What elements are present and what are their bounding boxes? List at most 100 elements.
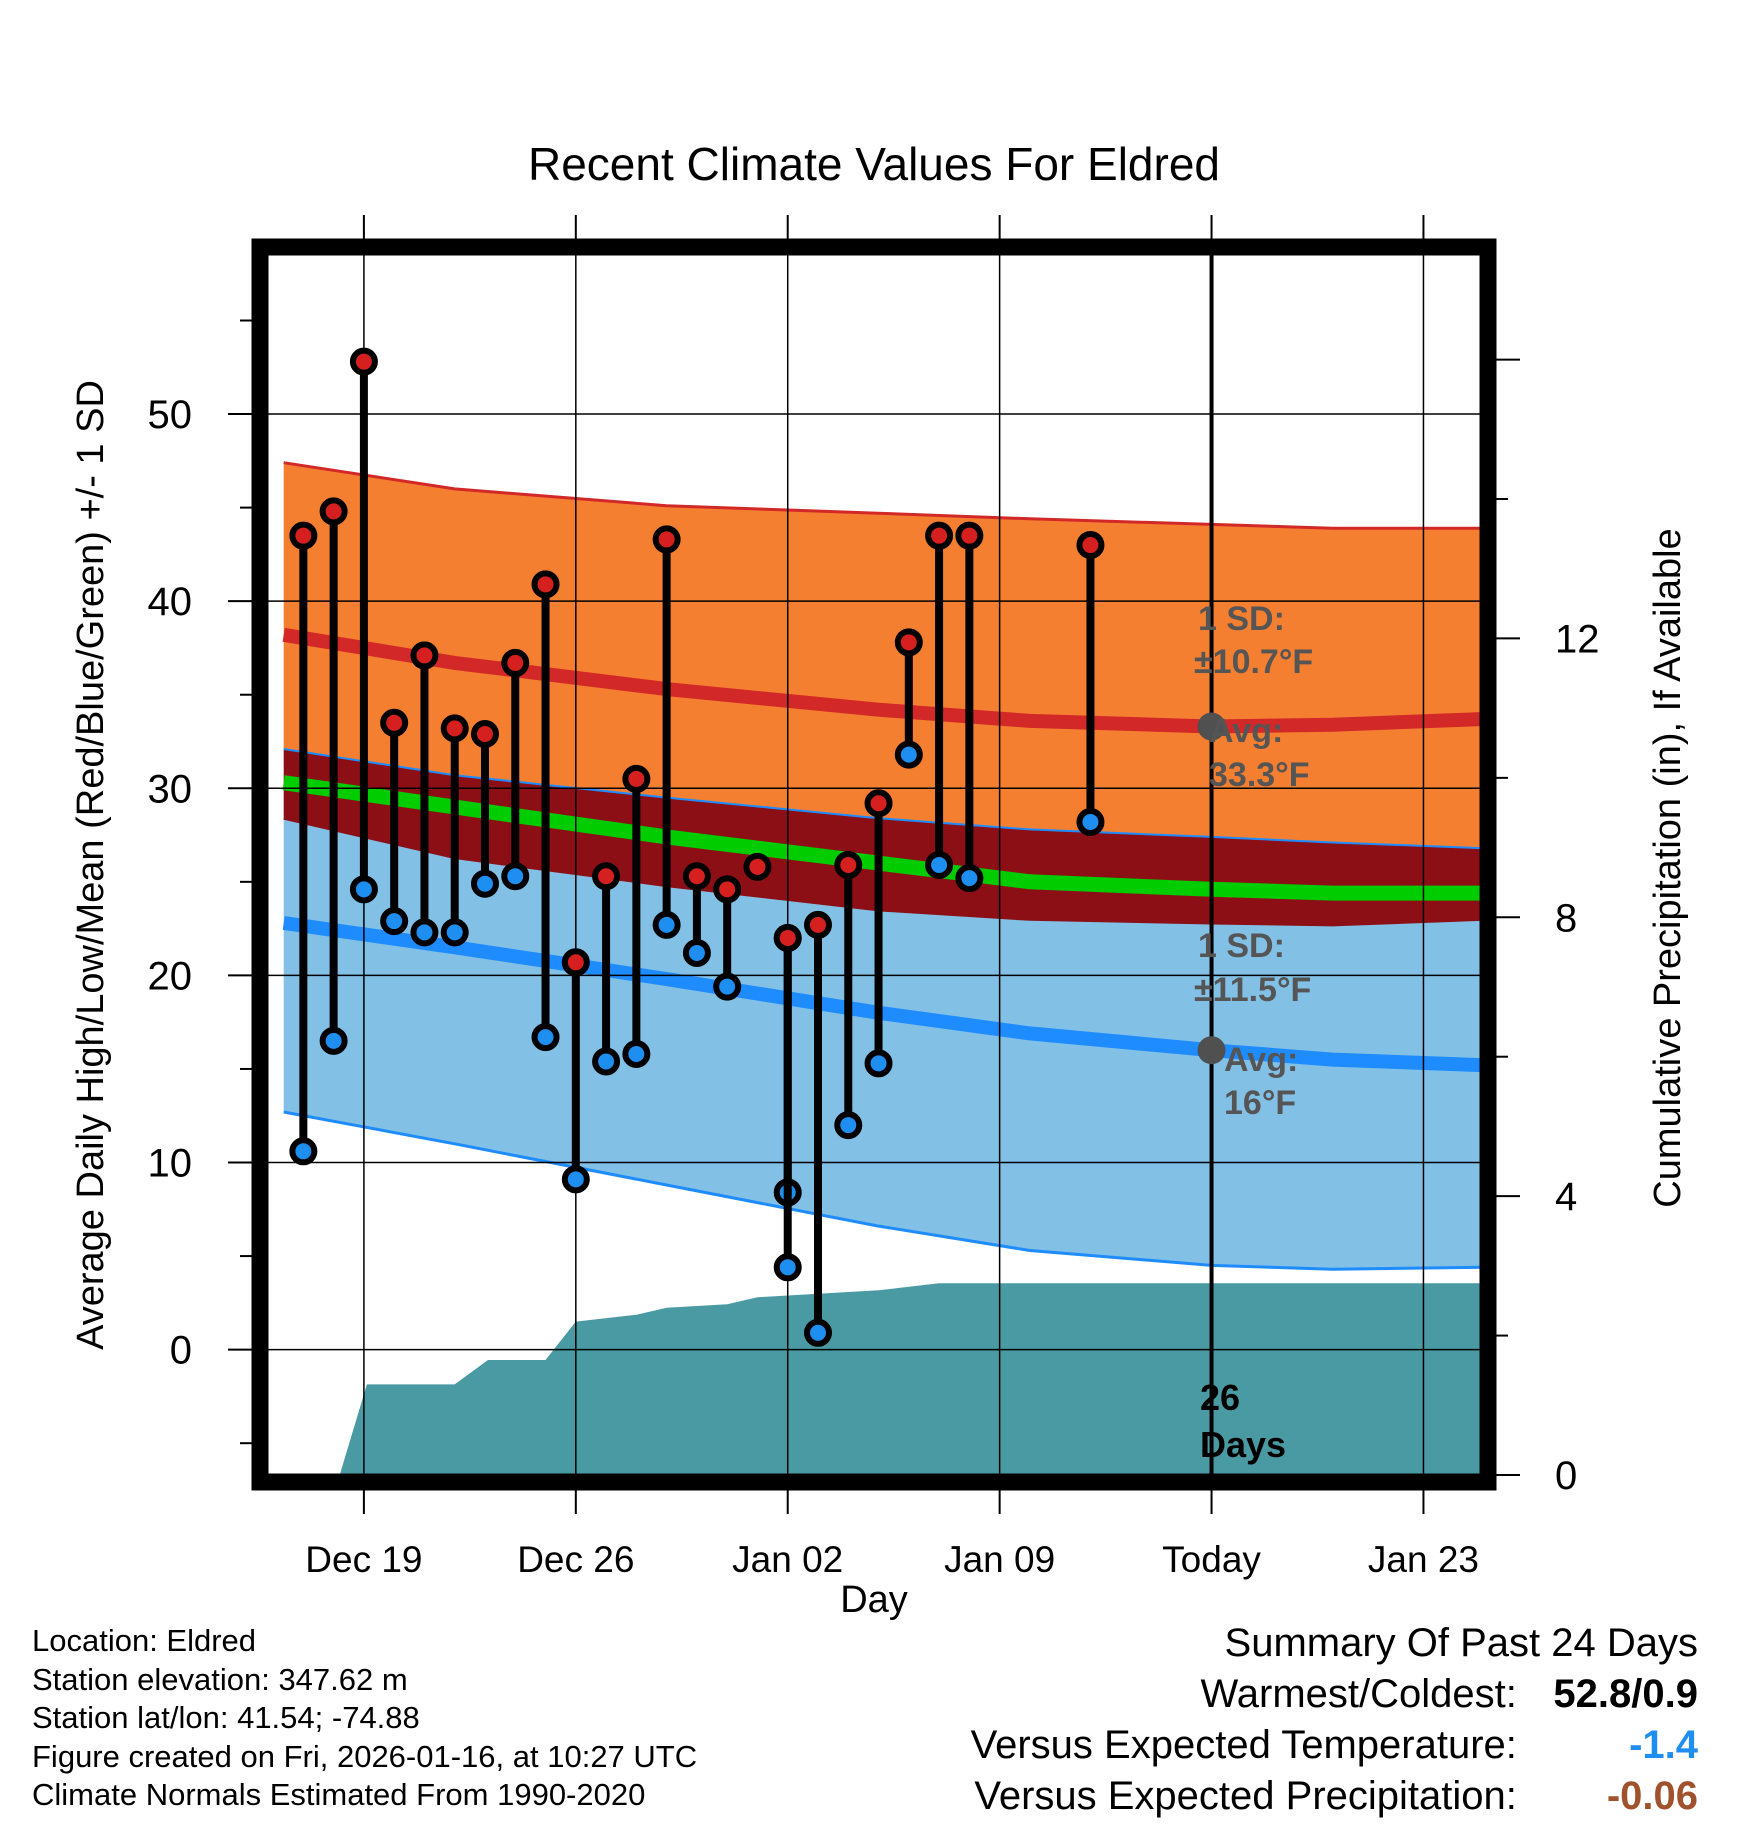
day-observation — [531, 570, 560, 1052]
latlon-text: Station lat/lon: 41.54; -74.88 — [32, 1700, 420, 1735]
today-low-avg-marker — [1197, 1036, 1226, 1065]
y2-axis-label: Cumulative Precipitation (in), If Availa… — [1647, 528, 1689, 1207]
low-point — [349, 875, 378, 904]
low-point — [622, 1039, 651, 1068]
high-sd-upper-line — [283, 461, 1484, 530]
plot-area — [264, 255, 1484, 1475]
day-observation — [713, 875, 742, 1001]
day-observation — [440, 714, 469, 947]
precip-row: Versus Expected Precipitation: -0.06 — [971, 1771, 1698, 1822]
low-point — [1076, 807, 1105, 836]
warm-cold-value: 52.8/0.9 — [1553, 1672, 1698, 1716]
y-axis-label: Average Daily High/Low/Mean (Red/Blue/Gr… — [70, 380, 112, 1350]
low-point — [955, 864, 984, 893]
temp-value: -1.4 — [1629, 1723, 1698, 1767]
high-point — [319, 497, 348, 526]
mean-sd-upper-line — [283, 748, 1484, 850]
y-tick-label: 0 — [170, 1329, 192, 1373]
low-upper-band — [283, 818, 1484, 1066]
warm-cold-label: Warmest/Coldest: — [1200, 1672, 1517, 1716]
low-point — [773, 1253, 802, 1282]
low-avg-value: 16°F — [1224, 1084, 1296, 1122]
low-sd-band — [283, 923, 1484, 1270]
day-observation — [561, 948, 590, 1194]
high-point — [743, 852, 772, 881]
y2-tick-label: 4 — [1555, 1175, 1577, 1219]
low-avg-label: Avg: — [1224, 1041, 1298, 1079]
high-point — [349, 347, 378, 376]
low-point — [501, 862, 530, 891]
y-tick-label: 20 — [148, 954, 193, 998]
day-observation — [743, 852, 772, 881]
normal-high-line — [282, 627, 1484, 734]
day-observation — [501, 648, 530, 891]
annotations — [1197, 712, 1226, 1065]
high-lower-band — [283, 634, 1484, 849]
low-sd-label: 1 SD: — [1198, 927, 1285, 965]
high-point — [834, 851, 863, 879]
high-point — [531, 570, 560, 599]
high-point — [501, 648, 530, 677]
axes: 0 10 20 30 40 50 0 4 8 12 Dec 19 Dec 26 Jan 02 Jan 09… — [148, 215, 1600, 1580]
high-point — [713, 875, 742, 904]
warm-cold-row: Warmest/Coldest: 52.8/0.9 — [971, 1669, 1699, 1720]
low-point — [440, 918, 469, 947]
normal-low-line — [282, 916, 1484, 1073]
high-point — [803, 910, 832, 939]
high-point — [440, 714, 469, 743]
high-point — [955, 521, 984, 550]
low-point — [531, 1023, 560, 1052]
high-point — [1076, 531, 1105, 560]
high-point — [652, 525, 681, 554]
precip-value: -0.06 — [1606, 1774, 1698, 1818]
normals-text: Climate Normals Estimated From 1990-2020 — [32, 1777, 646, 1812]
low-point — [803, 1318, 832, 1347]
high-point — [592, 862, 621, 891]
day-observation — [622, 764, 651, 1068]
low-point — [592, 1047, 621, 1076]
day-observation — [925, 521, 954, 879]
day-observation — [289, 521, 318, 1166]
y-tick-label: 30 — [148, 767, 193, 811]
day-observation — [380, 708, 409, 936]
day-observation — [864, 789, 893, 1078]
day-observation — [410, 641, 439, 947]
plot-frame — [251, 238, 1497, 1491]
x-tick-label: Jan 09 — [944, 1539, 1055, 1580]
day-observation — [682, 862, 711, 967]
y2-tick-label: 0 — [1555, 1454, 1577, 1498]
day-observation — [803, 910, 832, 1347]
created-text: Figure created on Fri, 2026-01-16, at 10… — [32, 1738, 698, 1774]
normal-mean-line — [282, 775, 1484, 901]
mean-sd-lower-line — [283, 816, 1484, 927]
low-point — [470, 869, 499, 898]
precip-label: Versus Expected Precipitation: — [974, 1774, 1517, 1818]
high-sd-value: ±10.7°F — [1194, 643, 1313, 681]
x-tick-label: Today — [1162, 1539, 1261, 1580]
low-point — [289, 1137, 318, 1166]
summary-panel: Summary Of Past 24 Days Warmest/Coldest:… — [971, 1618, 1698, 1822]
high-point — [622, 764, 651, 793]
summary-title: Summary Of Past 24 Days — [1224, 1621, 1698, 1665]
x-tick-label: Dec 26 — [517, 1539, 634, 1580]
high-point — [682, 862, 711, 891]
x-tick-label: Dec 19 — [305, 1539, 422, 1580]
today-high-avg-marker — [1197, 712, 1226, 741]
y-tick-label: 10 — [148, 1142, 193, 1186]
day-observation — [834, 851, 863, 1140]
high-point — [410, 641, 439, 670]
x-axis-label: Day — [840, 1579, 908, 1621]
day-observation — [592, 862, 621, 1076]
low-point — [864, 1049, 893, 1078]
day-observation — [894, 628, 923, 769]
chart-title: Recent Climate Values For Eldred — [528, 138, 1220, 190]
high-point — [773, 923, 802, 952]
low-point — [925, 851, 954, 879]
low-sd-value: ±11.5°F — [1194, 971, 1311, 1009]
high-sd-label: 1 SD: — [1198, 600, 1285, 638]
y2-tick-label: 8 — [1555, 896, 1577, 940]
today-days-count: 26 — [1200, 1377, 1240, 1418]
y-tick-label: 40 — [148, 580, 193, 624]
high-point — [894, 628, 923, 657]
